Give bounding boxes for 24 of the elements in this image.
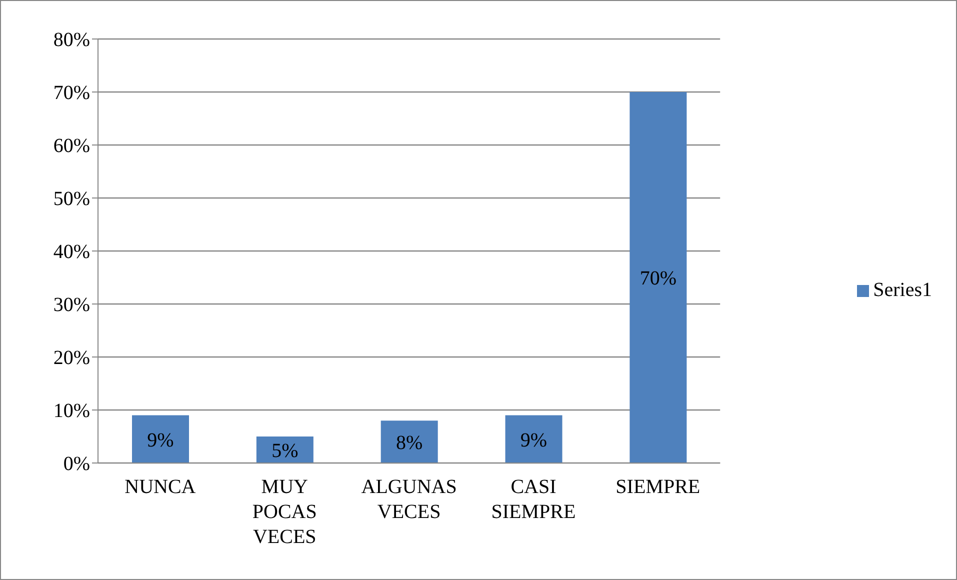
y-tick-label: 20% <box>53 347 90 370</box>
x-tick-label: MUY POCAS VECES <box>252 476 317 548</box>
x-tick-label: NUNCA <box>124 476 196 498</box>
x-tick-label: ALGUNAS VECES <box>361 476 457 523</box>
y-tick-label: 40% <box>53 241 90 264</box>
y-tick-label: 60% <box>53 135 90 158</box>
data-label: 5% <box>272 440 298 462</box>
bar <box>630 92 687 463</box>
bar <box>380 420 438 463</box>
x-tick-label: CASI SIEMPRE <box>491 476 576 523</box>
bar <box>132 415 189 463</box>
y-tick-label: 70% <box>53 82 90 104</box>
y-tick-label: 30% <box>53 294 90 316</box>
y-tick-label: 50% <box>53 188 90 210</box>
legend-label: Series1 <box>873 278 932 300</box>
bar <box>505 415 562 463</box>
y-tick-label: 10% <box>53 400 90 422</box>
data-label: 70% <box>640 268 677 290</box>
y-tick-label: 80% <box>53 29 90 52</box>
x-tick-label: SIEMPRE <box>616 476 700 498</box>
data-label: 8% <box>396 432 423 454</box>
data-label: 9% <box>520 429 548 452</box>
y-tick-label: 0% <box>63 453 90 476</box>
data-label: 9% <box>147 429 174 452</box>
